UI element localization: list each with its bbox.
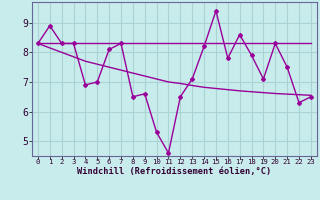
X-axis label: Windchill (Refroidissement éolien,°C): Windchill (Refroidissement éolien,°C) — [77, 167, 272, 176]
